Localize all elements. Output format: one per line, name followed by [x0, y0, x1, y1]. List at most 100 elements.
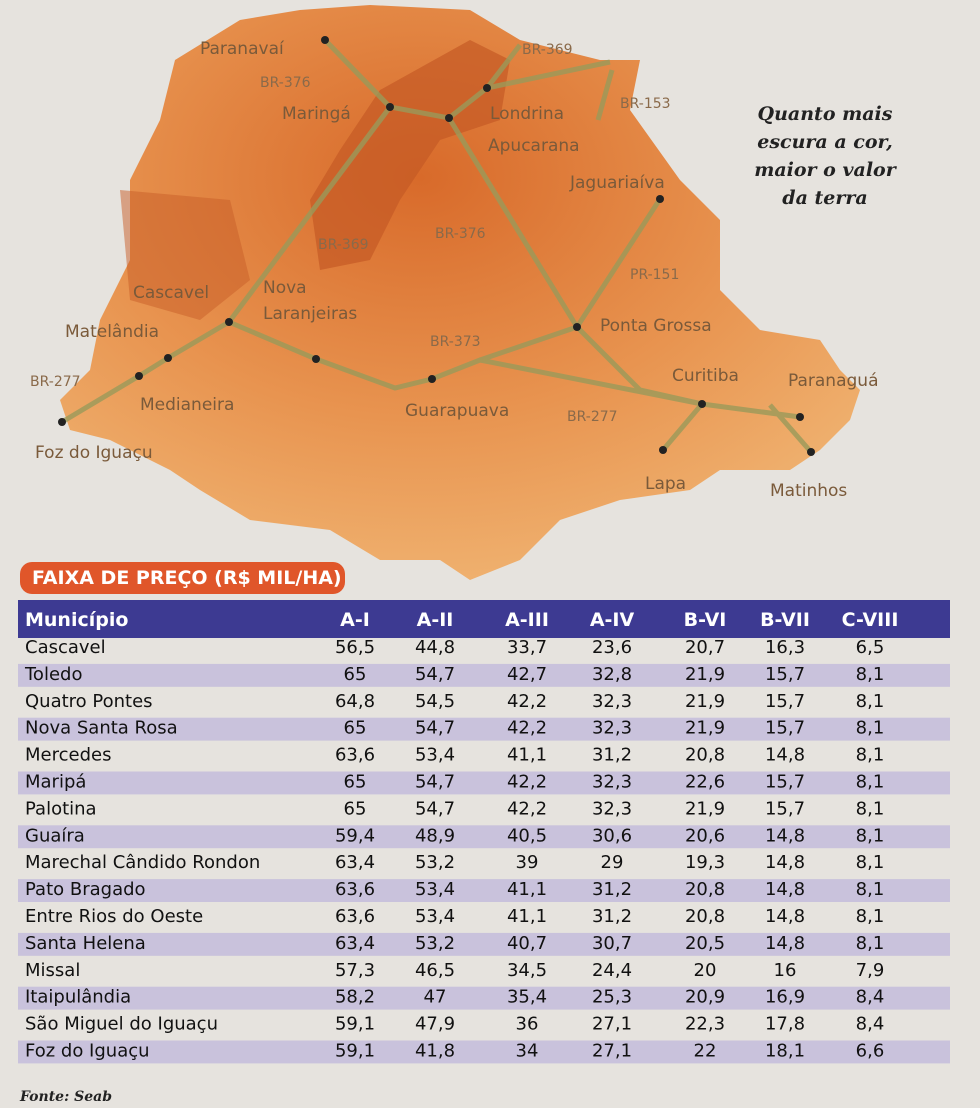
row-stripe — [18, 717, 950, 741]
table-cell: 16,9 — [765, 987, 805, 1008]
table-cell: 23,6 — [592, 637, 632, 658]
table-cell: 21,9 — [685, 798, 725, 819]
table-cell: 54,7 — [415, 718, 455, 739]
table-cell: 53,2 — [415, 933, 455, 954]
table-cell: 8,4 — [856, 1014, 885, 1035]
city-label: Guarapuava — [405, 401, 509, 421]
table-cell: 20,8 — [685, 879, 725, 900]
table-cell: 31,2 — [592, 906, 632, 927]
table-cell: 58,2 — [335, 987, 375, 1008]
table-cell: 65 — [344, 772, 367, 793]
table-cell: 21,9 — [685, 718, 725, 739]
city-dot — [164, 354, 172, 362]
table-cell: 15,7 — [765, 664, 805, 685]
city-label: Cascavel — [133, 283, 209, 303]
city-label: Laranjeiras — [263, 304, 357, 324]
table-cell: 41,1 — [507, 906, 547, 927]
table-cell: Santa Helena — [25, 933, 146, 954]
table-cell: 54,7 — [415, 772, 455, 793]
table-title: FAIXA DE PREÇO (R$ MIL/HA) — [32, 567, 342, 589]
table-cell: 41,1 — [507, 879, 547, 900]
source: Fonte: Seab — [19, 1089, 112, 1105]
table-cell: Foz do Iguaçu — [25, 1041, 150, 1062]
road-label: BR-277 — [567, 409, 618, 425]
row-stripe — [18, 986, 950, 1010]
road-label: BR-277 — [30, 374, 81, 390]
table-cell: Missal — [25, 960, 80, 981]
table-cell: 29 — [601, 852, 624, 873]
table-cell: 15,7 — [765, 772, 805, 793]
row-stripe — [18, 825, 950, 849]
table-cell: 63,6 — [335, 879, 375, 900]
city-label: Curitiba — [672, 366, 739, 386]
table-cell: 35,4 — [507, 987, 547, 1008]
header-cell: A-II — [417, 609, 454, 631]
city-label: Paranaguá — [788, 371, 879, 391]
table-cell: 57,3 — [335, 960, 375, 981]
road-label: BR-369 — [522, 42, 573, 58]
city-label: Nova — [263, 278, 307, 298]
table-cell: 24,4 — [592, 960, 632, 981]
table-cell: 8,4 — [856, 987, 885, 1008]
table-cell: 59,1 — [335, 1014, 375, 1035]
header-cell: Município — [25, 609, 128, 631]
city-dot — [428, 375, 436, 383]
table-cell: 20,5 — [685, 933, 725, 954]
city-label: Paranavaí — [200, 39, 285, 59]
table: Município A-I A-II A-III A-IV B-VI B-VII C-VIII… — [18, 609, 950, 1064]
table-cell: 20,7 — [685, 637, 725, 658]
table-cell: 8,1 — [856, 852, 885, 873]
table-cell: 47,9 — [415, 1014, 455, 1035]
table-cell: 40,7 — [507, 933, 547, 954]
table-cell: 59,1 — [335, 1041, 375, 1062]
table-header-band — [18, 600, 950, 638]
dark-region — [120, 190, 250, 320]
table-cell: 6,5 — [856, 637, 885, 658]
city-dot — [225, 318, 233, 326]
table-cell: 8,1 — [856, 906, 885, 927]
map-labels: Quanto mais escura a cor, maior o valor da … — [30, 36, 898, 501]
city-label: Matinhos — [770, 481, 847, 501]
table-cell: 42,2 — [507, 798, 547, 819]
table-cell: 65 — [344, 798, 367, 819]
table-title-band — [20, 562, 345, 594]
table-cell: 47 — [424, 987, 447, 1008]
table-cell: São Miguel do Iguaçu — [25, 1014, 218, 1035]
table-cell: 14,8 — [765, 745, 805, 766]
city-dot — [445, 114, 453, 122]
table-cell: 63,6 — [335, 906, 375, 927]
table-cell: 42,2 — [507, 691, 547, 712]
table-cell: 21,9 — [685, 691, 725, 712]
table-cell: 8,1 — [856, 718, 885, 739]
table-cell: Toledo — [24, 664, 82, 685]
header-cell: A-IV — [590, 609, 635, 631]
table-cell: 39 — [516, 852, 539, 873]
table-cell: 20 — [694, 960, 717, 981]
table-cell: 21,9 — [685, 664, 725, 685]
table-cell: 42,7 — [507, 664, 547, 685]
city-dot — [659, 446, 667, 454]
table-cell: 48,9 — [415, 825, 455, 846]
state-map — [60, 5, 860, 580]
table-cell: 32,8 — [592, 664, 632, 685]
table-cell: Palotina — [25, 798, 97, 819]
table-cell: 20,6 — [685, 825, 725, 846]
city-dot — [483, 84, 491, 92]
table-cell: 27,1 — [592, 1014, 632, 1035]
road-label: BR-373 — [430, 334, 481, 350]
table-cell: 63,4 — [335, 852, 375, 873]
table-cell: 30,6 — [592, 825, 632, 846]
city-dot — [321, 36, 329, 44]
table-cell: 8,1 — [856, 691, 885, 712]
table-cell: Nova Santa Rosa — [25, 718, 178, 739]
city-dot — [386, 103, 394, 111]
caption-line: maior o valor — [754, 159, 897, 181]
table-cell: Pato Bragado — [25, 879, 146, 900]
table-cell: 56,5 — [335, 637, 375, 658]
table-cell: 64,8 — [335, 691, 375, 712]
table-cell: 31,2 — [592, 879, 632, 900]
caption-line: Quanto mais — [758, 103, 893, 125]
row-stripe — [18, 1040, 950, 1064]
city-dot — [807, 448, 815, 456]
